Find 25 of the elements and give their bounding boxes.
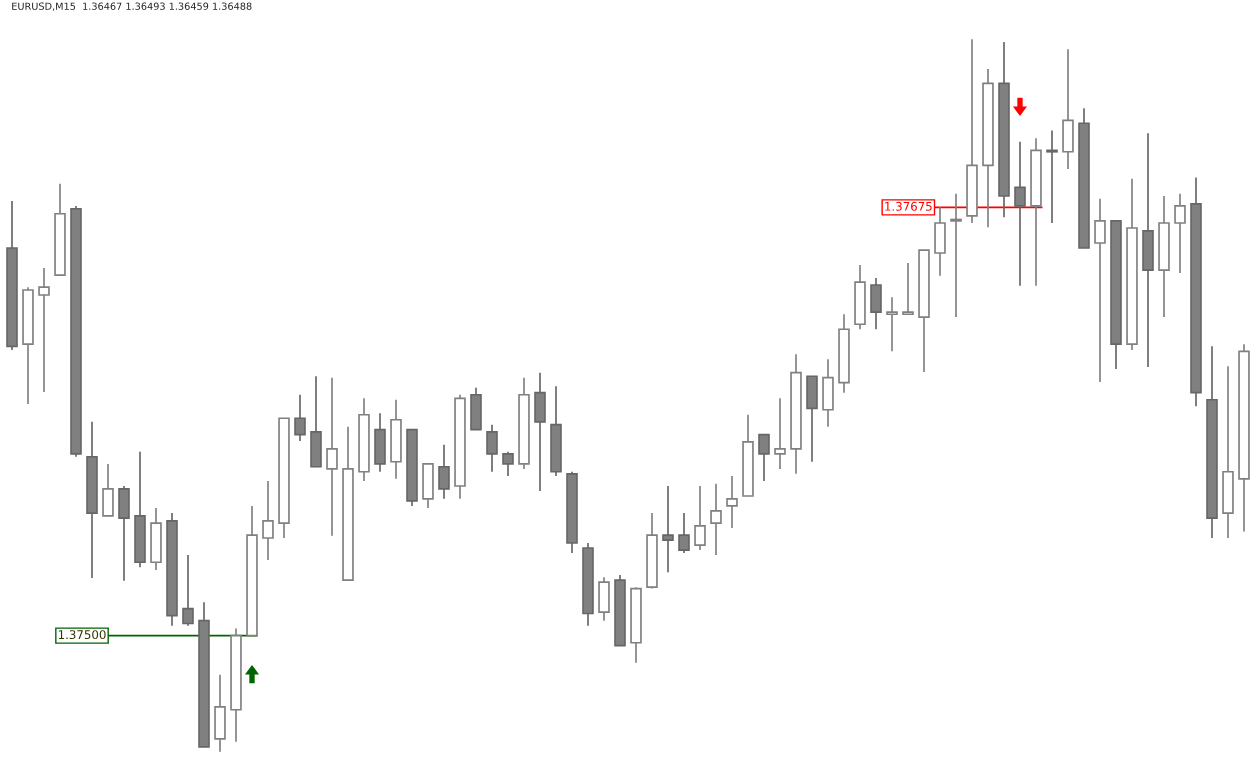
candlestick (294, 393, 306, 442)
candlestick (902, 262, 914, 316)
annotation: 1.37500 (58, 630, 106, 640)
candlestick (726, 475, 738, 529)
candlestick (1046, 129, 1058, 224)
candlestick (326, 376, 338, 537)
candlestick (678, 512, 690, 554)
candlestick (1094, 197, 1106, 383)
annotation: 1.37675 (885, 201, 932, 211)
candlestick (774, 397, 786, 470)
candlestick (662, 485, 674, 574)
candlestick (950, 192, 962, 318)
candlestick (1174, 192, 1186, 274)
candlestick (1014, 140, 1026, 287)
candlestick (886, 296, 898, 353)
candlestick (38, 267, 50, 393)
candlestick (758, 433, 770, 482)
candlestick (182, 554, 194, 627)
candlestick (694, 485, 706, 551)
candlestick (502, 450, 514, 477)
candlestick (262, 480, 274, 561)
candlestick (438, 443, 450, 500)
candlestick (710, 483, 722, 556)
chart-title: EURUSD,M15 1.36467 1.36493 1.36459 1.36488 (12, 2, 252, 11)
candlestick (486, 423, 498, 473)
